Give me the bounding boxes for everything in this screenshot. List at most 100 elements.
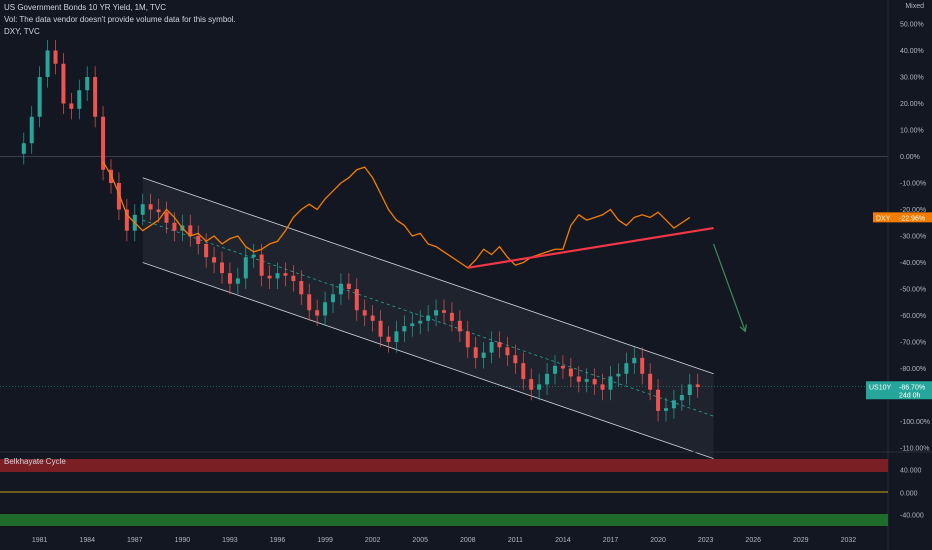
us10y-candle	[346, 283, 351, 289]
x-tick-label: 2026	[745, 537, 761, 544]
us10y-candle	[275, 273, 280, 279]
us10y-candle	[442, 310, 446, 313]
us10y-candle	[61, 63, 66, 104]
us10y-candle	[338, 283, 343, 295]
us10y-candle	[656, 389, 661, 411]
us10y-candle	[370, 315, 375, 321]
us10y-candle	[148, 204, 153, 210]
us10y-candle	[505, 347, 510, 356]
us10y-candle	[497, 342, 502, 348]
y-tick-label: 40.00%	[900, 48, 924, 55]
us10y-candle	[101, 116, 106, 170]
us10y-candle	[283, 273, 288, 276]
us10y-candle	[394, 331, 399, 342]
indicator-title[interactable]: Belkhayate Cycle	[4, 457, 66, 466]
y-tick-label: -10.00%	[900, 181, 926, 188]
us10y-candle	[632, 357, 637, 364]
us10y-candle	[687, 384, 692, 395]
us10y-candle	[93, 77, 98, 117]
x-tick-label: 1987	[127, 537, 143, 544]
y-tick-label: 0.00%	[900, 154, 920, 161]
x-tick-label: 1999	[317, 537, 333, 544]
us10y-candle	[568, 368, 573, 377]
us10y-candle	[560, 365, 565, 369]
dxy-badge-value: -22.96%	[899, 215, 925, 222]
us10y-candle	[45, 50, 50, 77]
y-tick-label: 20.00%	[900, 101, 924, 108]
y-tick-label: -60.00%	[900, 313, 926, 320]
y-tick-label: -110.00%	[900, 446, 929, 453]
us10y-candle	[584, 379, 589, 382]
us10y-candle	[410, 323, 415, 327]
y-tick-label: -20.00%	[900, 207, 926, 214]
projection-arrow-shaft	[713, 243, 746, 332]
us10y-candle	[37, 77, 42, 117]
us10y-candle	[188, 225, 193, 236]
us10y-candle	[473, 347, 478, 358]
us10y-candle	[648, 373, 653, 390]
x-tick-label: 2005	[412, 537, 428, 544]
us10y-candle	[457, 320, 462, 332]
y-tick-label: 30.00%	[900, 75, 924, 82]
time-axis[interactable]: 1981 1984 1987 1990 1993 1996 1999 2002 2005 2008…	[32, 537, 856, 544]
us10y-candle	[53, 50, 58, 64]
us10y-candle	[608, 376, 613, 390]
us10y-candle	[299, 281, 304, 295]
us10y-candle	[553, 365, 557, 374]
us10y-candle	[418, 320, 423, 324]
indicator-lower-band	[0, 514, 888, 526]
us10y-candle	[21, 143, 26, 154]
us10y-candle	[156, 209, 161, 213]
y-tick-label: 10.00%	[900, 128, 924, 135]
us10y-badge-countdown: 24d 0h	[899, 392, 921, 399]
us10y-candle	[600, 384, 605, 390]
us10y-candle	[449, 312, 454, 321]
channel-lower-line	[142, 262, 714, 459]
us10y-candle	[307, 294, 312, 311]
us10y-candle	[521, 363, 526, 380]
x-tick-label: 1984	[79, 537, 95, 544]
x-tick-label: 1990	[175, 537, 191, 544]
us10y-candle	[426, 315, 431, 321]
us10y-candle	[267, 275, 272, 279]
us10y-candle	[77, 90, 82, 109]
x-tick-label: 2029	[793, 537, 809, 544]
us10y-candle	[212, 257, 217, 263]
us10y-candle	[402, 326, 407, 332]
us10y-candle	[489, 342, 494, 353]
x-tick-label: 2023	[698, 537, 714, 544]
us10y-candle	[251, 254, 256, 258]
y-tick-label: -40.00%	[900, 260, 926, 267]
us10y-candle	[204, 243, 209, 258]
last-value-badges: DXY -22.96% US10Y -86.70%24d 0h	[866, 212, 932, 400]
volume-note: Vol: The data vendor doesn't provide vol…	[4, 15, 236, 24]
us10y-candle	[354, 289, 359, 311]
x-tick-label: 1996	[270, 537, 286, 544]
x-tick-label: 2014	[555, 537, 571, 544]
drawing-annotations	[467, 226, 747, 333]
dxy-badge-symbol: DXY	[876, 215, 891, 222]
us10y-badge	[866, 381, 932, 400]
us10y-candle	[592, 379, 597, 385]
chart-title[interactable]: US Government Bonds 10 YR Yield, 1M, TVC	[4, 3, 167, 12]
us10y-candle	[29, 116, 34, 144]
us10y-candle	[235, 278, 240, 284]
us10y-candle	[69, 103, 74, 109]
scale-mode-label[interactable]: Mixed	[905, 3, 924, 10]
support-trendline	[467, 226, 714, 269]
us10y-candle	[164, 212, 169, 223]
us10y-candle	[695, 384, 700, 388]
us10y-candle	[362, 310, 367, 316]
us10y-candle	[671, 400, 676, 409]
us10y-candle	[116, 183, 121, 210]
indicator-tick-label: 40.000	[900, 468, 922, 475]
us10y-candle	[315, 310, 320, 316]
us10y-candle	[140, 204, 145, 215]
us10y-candle	[434, 310, 439, 316]
y-tick-label: -50.00%	[900, 287, 926, 294]
y-tick-label: -70.00%	[900, 340, 926, 347]
us10y-candle	[331, 294, 335, 303]
overlay-legend[interactable]: DXY, TVC	[4, 27, 40, 36]
